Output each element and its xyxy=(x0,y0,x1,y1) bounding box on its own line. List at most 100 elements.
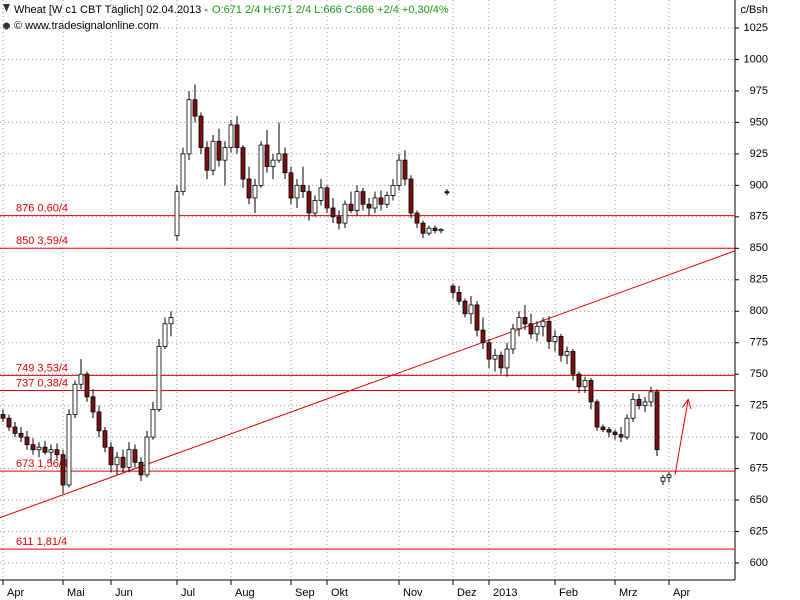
candle-body xyxy=(372,197,378,209)
candle-body xyxy=(432,227,438,232)
candle-body xyxy=(504,348,510,369)
candle-body xyxy=(426,227,432,234)
candle-body xyxy=(468,304,474,315)
candle-body xyxy=(156,346,162,410)
x-tick-label: 2013 xyxy=(493,587,517,599)
candle-body xyxy=(648,391,654,403)
candle-body xyxy=(522,317,528,325)
candle-body xyxy=(72,383,78,415)
x-tick-label: Apr xyxy=(673,587,690,599)
y-tick-label: 950 xyxy=(750,116,768,128)
candle-body xyxy=(360,191,366,205)
candle-body xyxy=(288,172,294,199)
candle-body xyxy=(24,436,30,446)
candle-body xyxy=(540,320,546,327)
candle-body xyxy=(228,124,234,148)
candle-body xyxy=(666,474,672,478)
candle-body xyxy=(66,414,72,486)
candle-body xyxy=(486,342,492,360)
candle-body xyxy=(558,336,564,356)
y-tick-label: 750 xyxy=(750,368,768,380)
candle-body xyxy=(216,140,222,161)
x-tick-label: Aug xyxy=(235,587,255,599)
candle-body xyxy=(240,147,246,180)
candle-body xyxy=(498,354,504,369)
candle-body xyxy=(576,373,582,388)
candle-body xyxy=(48,449,54,453)
candle-body xyxy=(252,184,258,199)
level-label: 749 3,53/4 xyxy=(16,362,68,374)
candle-body xyxy=(198,115,204,148)
candle-body xyxy=(102,430,108,448)
menu-icon[interactable] xyxy=(3,4,10,12)
candle-body xyxy=(564,351,570,356)
candle-body xyxy=(42,446,48,453)
candle-body xyxy=(108,446,114,466)
candle-body xyxy=(270,159,276,167)
arrow-head xyxy=(681,398,692,410)
x-tick-label: Jun xyxy=(115,587,133,599)
candle-body xyxy=(30,444,36,451)
candle-body xyxy=(180,153,186,193)
candle-body xyxy=(342,203,348,224)
candle-body xyxy=(480,329,486,344)
candle-body xyxy=(348,203,354,211)
arrow xyxy=(674,399,689,475)
candle-body xyxy=(162,323,168,347)
level-label: 737 0,38/4 xyxy=(16,377,68,389)
candle-body xyxy=(612,431,618,436)
candle-body xyxy=(54,449,60,456)
candle-body xyxy=(126,449,132,468)
candle-body xyxy=(642,401,648,407)
candle-body xyxy=(282,153,288,174)
candle-body xyxy=(246,178,252,199)
candle-body xyxy=(492,354,498,360)
y-tick-label: 975 xyxy=(750,85,768,97)
candle-body xyxy=(318,187,324,201)
x-tick-label: Mai xyxy=(67,587,85,599)
candle-body xyxy=(144,436,150,476)
candle-body xyxy=(306,191,312,214)
candle-body xyxy=(624,417,630,438)
candle-body xyxy=(6,417,12,428)
quote: O:671 2/4 H:671 2/4 L:666 C:666 +2/4 +0,… xyxy=(212,4,449,16)
candle-body xyxy=(420,222,426,234)
x-tick-label: Okt xyxy=(331,587,348,599)
candle-body xyxy=(384,195,390,205)
y-tick-label: 675 xyxy=(750,462,768,474)
candle-body xyxy=(60,454,66,486)
level-label: 611 1,81/4 xyxy=(16,536,67,548)
candle-body xyxy=(390,184,396,196)
candle-body xyxy=(534,325,540,335)
candle-body xyxy=(636,398,642,407)
candle-body xyxy=(210,140,216,171)
candle-body xyxy=(330,207,336,218)
level-label: 850 3,59/4 xyxy=(16,235,68,247)
candle-body xyxy=(366,203,372,209)
candle-body xyxy=(354,191,360,211)
candle-body xyxy=(456,291,462,302)
candle-body xyxy=(264,144,270,167)
y-tick-label: 650 xyxy=(750,494,768,506)
candle-body xyxy=(12,426,18,434)
candle-body xyxy=(120,456,126,468)
y-tick-label: 1025 xyxy=(744,22,768,34)
candle-body xyxy=(132,449,138,463)
x-tick-label: Sep xyxy=(295,587,315,599)
candle-body xyxy=(192,99,198,117)
candle-body xyxy=(654,391,660,451)
candle-body xyxy=(582,380,588,388)
candle-body xyxy=(294,184,300,199)
candle-body xyxy=(402,159,408,180)
candle-body xyxy=(630,398,636,419)
y-tick-label: 775 xyxy=(750,337,768,349)
candle-body xyxy=(408,178,414,214)
x-tick-label: Apr xyxy=(7,587,24,599)
candle-body xyxy=(552,336,558,342)
y-tick-label: 600 xyxy=(750,557,768,569)
y-tick-label: 925 xyxy=(750,148,768,160)
candle-body xyxy=(234,124,240,148)
x-tick-label: Nov xyxy=(403,587,423,599)
